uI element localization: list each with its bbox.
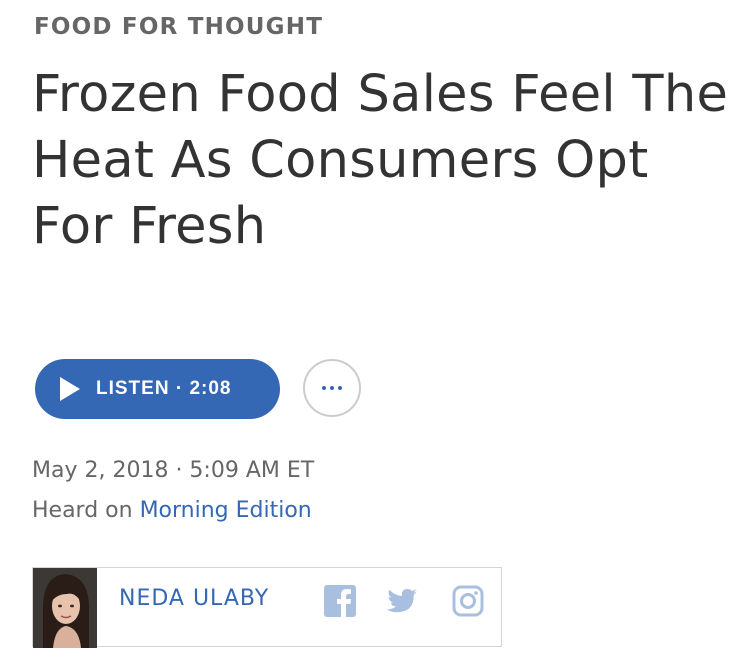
ellipsis-icon xyxy=(322,386,342,390)
byline-box: NEDA ULABY xyxy=(32,567,502,648)
section-label[interactable]: FOOD FOR THOUGHT xyxy=(34,14,324,40)
program-link[interactable]: Morning Edition xyxy=(139,498,312,523)
dateline: May 2, 2018 · 5:09 AM ET xyxy=(32,458,315,483)
listen-label: LISTEN · 2:08 xyxy=(96,378,232,399)
twitter-icon[interactable] xyxy=(385,584,419,618)
listen-button[interactable]: LISTEN · 2:08 xyxy=(35,359,280,419)
play-icon xyxy=(60,377,80,401)
more-options-button[interactable] xyxy=(303,359,361,417)
facebook-icon[interactable] xyxy=(323,584,357,618)
heard-on-prefix: Heard on xyxy=(32,498,140,523)
avatar xyxy=(33,568,97,648)
heard-on: Heard on Morning Edition xyxy=(32,498,312,523)
avatar-image xyxy=(33,568,97,648)
author-name[interactable]: NEDA ULABY xyxy=(119,586,270,611)
headline: Frozen Food Sales Feel The Heat As Consu… xyxy=(32,65,729,256)
instagram-icon[interactable] xyxy=(451,584,485,618)
